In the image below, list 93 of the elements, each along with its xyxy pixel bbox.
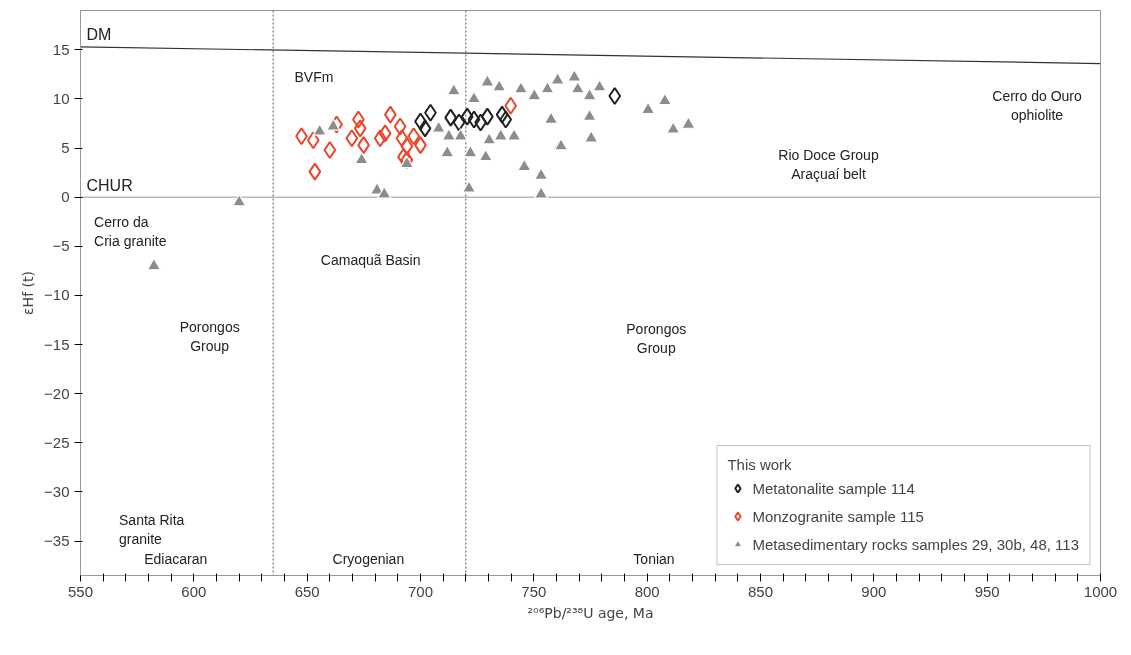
point [441,128,456,141]
x-tick-label: 900 [861,582,887,600]
y-tick-label: −10 [44,286,70,304]
point [499,110,513,129]
point [232,194,247,207]
point [478,148,493,162]
y-tick-label: 0 [61,188,70,206]
point [592,79,607,92]
annotation: Porongos Group [626,321,687,357]
annotation: Tonian [633,550,675,567]
point [517,158,532,172]
annotation: Santa Rita granite [119,511,185,547]
point [533,186,549,199]
point [446,82,461,96]
y-tick-label: −20 [44,384,70,402]
point [306,131,320,150]
x-axis-title: ²⁰⁶Pb/²³⁸U age, Ma [527,604,654,621]
y-tick-label: −30 [44,482,70,500]
annotation: Camaquã Basin [320,252,421,269]
series-label: DM [86,25,112,43]
point [681,116,696,129]
x-tick-label: 850 [747,582,774,600]
legend-label: Metasedimentary rocks samples 29, 30b, 48, 113 [752,535,1079,553]
x-tick-label: 1000 [1083,582,1118,600]
point [550,72,565,85]
annotation: Cryogenian [332,550,405,567]
point [584,130,599,143]
point [452,113,466,132]
point [460,107,474,126]
x-tick-label: 700 [407,582,434,600]
x-tick-label: 650 [294,582,320,600]
point [467,110,481,129]
y-tick-label: −5 [52,237,70,255]
point [326,118,341,131]
point [345,129,359,148]
legend-title: This work [727,456,793,473]
point [407,127,421,146]
x-tick-label: 600 [181,582,207,600]
y-tick-label: −15 [44,335,70,353]
annotation: Cerro da Cria granite [94,213,167,250]
x-tick-label: 950 [974,582,1000,600]
point [570,81,585,94]
y-tick-label: −25 [44,433,70,451]
y-tick-label: 5 [61,139,70,157]
point [377,186,392,199]
point [582,108,597,121]
point [527,87,542,101]
point [323,141,337,160]
point [540,81,555,94]
annotation: Porongos Group [179,319,240,355]
point [493,128,508,141]
point [507,128,522,141]
legend-label: Metatonalite sample 114 [752,479,915,497]
point [567,69,582,82]
point [640,101,656,115]
y-tick-label: 10 [52,89,70,107]
x-tick-label: 550 [67,582,94,600]
point [482,132,497,145]
point [418,119,432,138]
x-tick-label: 750 [521,582,547,600]
y-axis-title: εHf (t) [20,271,37,315]
y-tick-label: −35 [44,532,70,550]
point [431,120,446,133]
point [393,117,407,136]
annotation: Rio Doce Group Araçuaí belt [778,147,879,183]
point [399,155,414,169]
point [440,144,455,158]
point [354,151,369,165]
point [378,124,392,143]
point [666,121,681,134]
point [608,86,622,105]
point [312,123,327,136]
point [582,87,597,101]
point [395,129,409,148]
point [353,119,367,138]
point [492,79,507,92]
point [453,128,468,141]
x-tick-label: 800 [634,582,660,600]
point [463,144,478,158]
annotation: Ediacaran [144,550,208,567]
point [480,74,495,87]
y-tick-label: 15 [52,40,70,58]
point [495,105,509,124]
point [373,129,387,148]
point [533,167,549,180]
annotation: BVFm [294,69,334,86]
point [461,180,477,193]
annotation: Cerro do Ouro ophiolite [992,88,1082,124]
legend-label: Monzogranite sample 115 [752,507,924,525]
point [308,162,322,181]
ref-line-label: CHUR [86,177,133,195]
point [504,96,518,115]
point [543,111,559,124]
